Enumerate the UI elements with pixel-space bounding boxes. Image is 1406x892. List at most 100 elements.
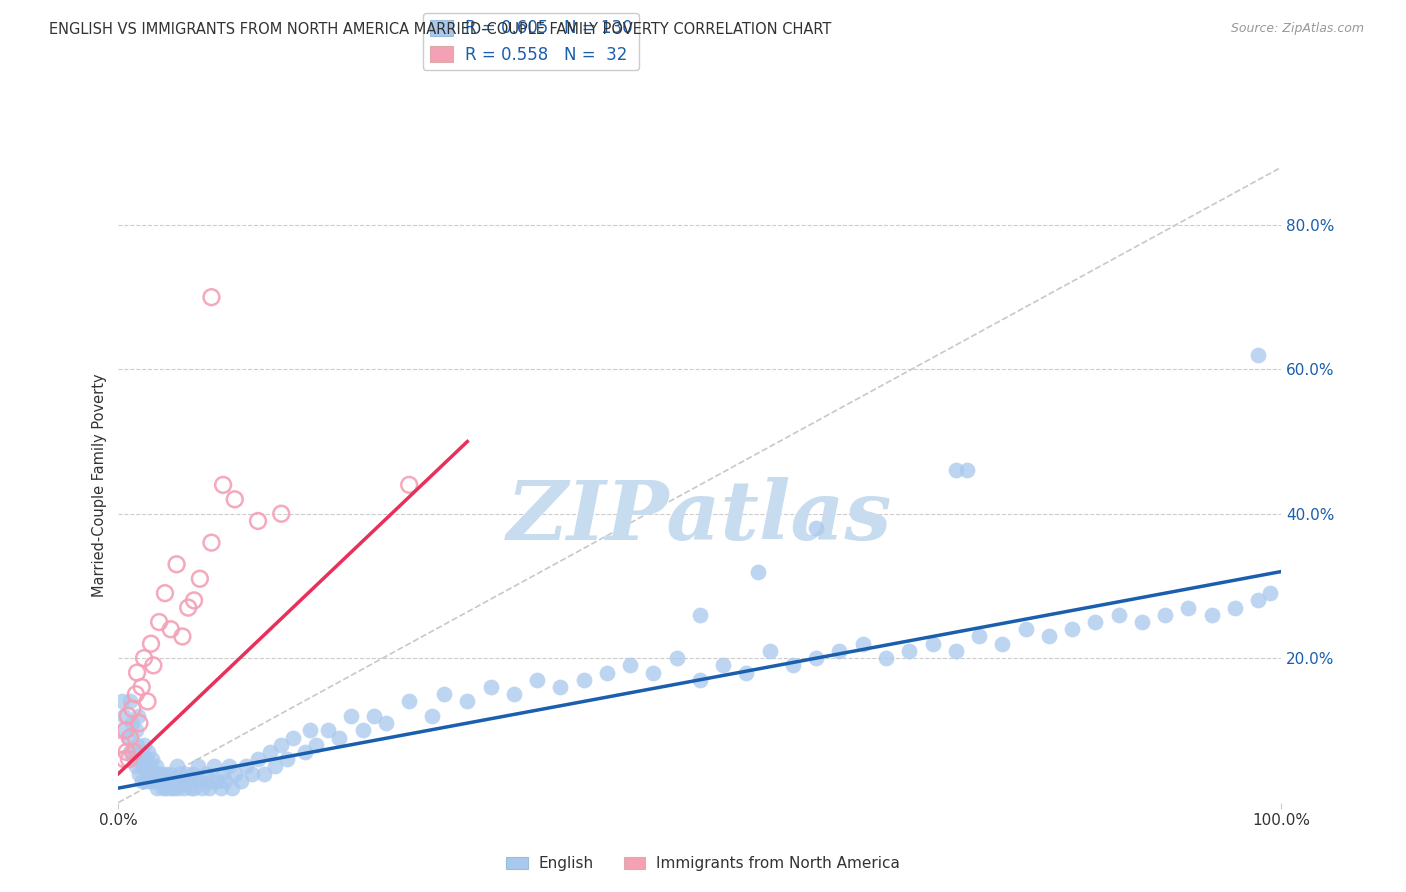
Point <box>1201 607 1223 622</box>
Point <box>945 463 967 477</box>
Point <box>479 680 502 694</box>
Point <box>159 622 181 636</box>
Point <box>643 665 665 680</box>
Point <box>186 759 208 773</box>
Point <box>875 651 897 665</box>
Point <box>200 535 222 549</box>
Point <box>174 766 197 780</box>
Point <box>114 723 136 738</box>
Point <box>156 773 179 788</box>
Point <box>125 665 148 680</box>
Point <box>145 759 167 773</box>
Point <box>142 658 165 673</box>
Point <box>433 687 456 701</box>
Point <box>991 637 1014 651</box>
Point <box>169 766 191 780</box>
Point <box>363 709 385 723</box>
Point <box>340 709 363 723</box>
Point <box>270 507 292 521</box>
Point <box>166 781 188 796</box>
Point <box>212 766 235 780</box>
Point <box>188 572 211 586</box>
Point <box>160 773 183 788</box>
Point <box>218 759 240 773</box>
Point <box>198 781 221 796</box>
Point <box>264 759 287 773</box>
Point <box>150 766 173 780</box>
Point <box>259 745 281 759</box>
Point <box>945 644 967 658</box>
Point <box>209 781 232 796</box>
Point <box>131 680 153 694</box>
Point <box>121 701 143 715</box>
Point <box>115 745 138 759</box>
Point <box>125 723 148 738</box>
Point <box>180 781 202 796</box>
Point <box>134 773 156 788</box>
Point <box>142 766 165 780</box>
Point <box>1247 348 1270 362</box>
Text: ZIPatlas: ZIPatlas <box>508 476 893 557</box>
Point <box>191 781 214 796</box>
Point <box>619 658 641 673</box>
Point <box>1014 622 1036 636</box>
Point <box>224 766 246 780</box>
Point <box>200 290 222 304</box>
Point <box>125 738 148 752</box>
Point <box>139 637 162 651</box>
Point <box>502 687 524 701</box>
Point <box>1130 615 1153 629</box>
Point <box>689 607 711 622</box>
Point <box>456 694 478 708</box>
Point <box>550 680 572 694</box>
Point <box>159 766 181 780</box>
Point <box>214 773 236 788</box>
Point <box>398 694 420 708</box>
Point <box>152 773 174 788</box>
Point <box>139 773 162 788</box>
Point <box>139 759 162 773</box>
Point <box>112 709 135 723</box>
Point <box>117 709 139 723</box>
Point <box>127 709 149 723</box>
Point <box>240 766 263 780</box>
Point <box>166 558 188 572</box>
Point <box>828 644 851 658</box>
Point <box>711 658 734 673</box>
Point <box>398 478 420 492</box>
Point <box>159 781 181 796</box>
Point <box>921 637 943 651</box>
Point <box>422 709 444 723</box>
Point <box>183 593 205 607</box>
Point <box>125 687 148 701</box>
Point <box>132 759 155 773</box>
Point <box>129 745 152 759</box>
Point <box>294 745 316 759</box>
Point <box>1108 607 1130 622</box>
Point <box>1258 586 1281 600</box>
Point <box>120 694 142 708</box>
Point <box>153 766 176 780</box>
Point <box>806 521 828 535</box>
Point <box>148 615 170 629</box>
Point <box>221 781 243 796</box>
Point <box>246 514 269 528</box>
Point <box>111 738 134 752</box>
Point <box>173 781 195 796</box>
Point <box>167 773 190 788</box>
Point <box>526 673 548 687</box>
Text: Source: ZipAtlas.com: Source: ZipAtlas.com <box>1230 22 1364 36</box>
Point <box>898 644 921 658</box>
Point <box>132 651 155 665</box>
Point <box>138 773 160 788</box>
Point <box>1060 622 1083 636</box>
Point <box>328 731 350 745</box>
Legend: English, Immigrants from North America: English, Immigrants from North America <box>501 850 905 877</box>
Point <box>689 673 711 687</box>
Point <box>141 752 163 766</box>
Point <box>148 773 170 788</box>
Point <box>136 766 159 780</box>
Point <box>117 731 139 745</box>
Point <box>202 759 225 773</box>
Point <box>596 665 619 680</box>
